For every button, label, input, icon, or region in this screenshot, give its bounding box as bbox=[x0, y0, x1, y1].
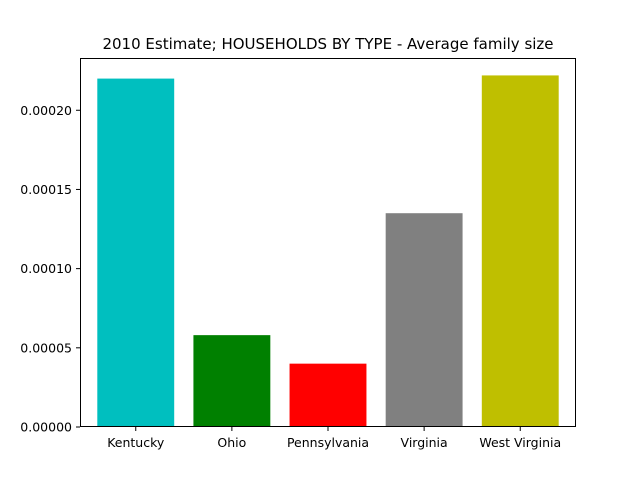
y-tick-label: 0.00010 bbox=[20, 261, 72, 276]
plot-frame bbox=[80, 58, 576, 427]
x-tick-label: Virginia bbox=[401, 435, 448, 450]
bar-virginia bbox=[385, 213, 463, 427]
x-axis: Kentucky Ohio Pennsylvania Virginia West Vir… bbox=[107, 427, 561, 450]
bars-group bbox=[97, 75, 559, 428]
bar-pennsylvania bbox=[289, 363, 367, 427]
y-tick-label: 0.00020 bbox=[20, 103, 72, 118]
bar-kentucky bbox=[97, 78, 175, 427]
y-tick-label: 0.00000 bbox=[20, 420, 72, 435]
x-tick-label: Pennsylvania bbox=[287, 435, 369, 450]
x-tick-label: West Virginia bbox=[479, 435, 561, 450]
x-tick-label: Kentucky bbox=[107, 435, 165, 450]
bar-west-virginia bbox=[481, 75, 559, 428]
y-tick-label: 0.00005 bbox=[20, 340, 72, 355]
chart-title: 2010 Estimate; HOUSEHOLDS BY TYPE - Aver… bbox=[102, 35, 553, 53]
y-axis: 0.00000 0.00005 0.00010 0.00015 0.00020 bbox=[20, 103, 80, 435]
y-tick-label: 0.00015 bbox=[20, 182, 72, 197]
bar-ohio bbox=[193, 335, 271, 427]
x-tick-label: Ohio bbox=[217, 435, 246, 450]
